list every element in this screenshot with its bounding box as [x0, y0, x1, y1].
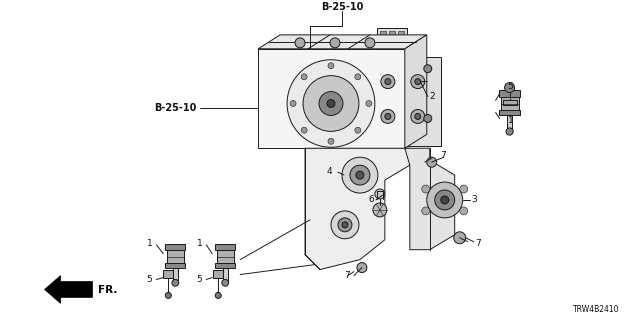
Bar	[163, 269, 173, 277]
Circle shape	[504, 83, 515, 92]
Circle shape	[222, 279, 228, 286]
Circle shape	[381, 109, 395, 124]
Circle shape	[330, 38, 340, 48]
Circle shape	[350, 165, 370, 185]
Circle shape	[342, 157, 378, 193]
Bar	[380, 31, 386, 39]
Text: FR.: FR.	[99, 285, 118, 295]
Circle shape	[338, 218, 352, 232]
Circle shape	[441, 196, 449, 204]
Circle shape	[454, 232, 466, 244]
Circle shape	[331, 211, 359, 239]
Circle shape	[427, 182, 463, 218]
Text: 3: 3	[472, 196, 477, 204]
Circle shape	[287, 60, 375, 147]
Text: 5: 5	[147, 275, 152, 284]
Bar	[223, 268, 228, 283]
Circle shape	[301, 74, 307, 80]
Circle shape	[357, 263, 367, 273]
Circle shape	[422, 207, 429, 215]
Text: 7: 7	[476, 239, 481, 248]
Circle shape	[435, 190, 454, 210]
Circle shape	[355, 74, 361, 80]
Circle shape	[460, 185, 468, 193]
Polygon shape	[45, 276, 93, 303]
Bar	[213, 269, 223, 277]
Text: TRW4B2410: TRW4B2410	[573, 305, 620, 314]
Polygon shape	[258, 35, 427, 49]
Bar	[165, 244, 186, 250]
Polygon shape	[305, 148, 410, 269]
Circle shape	[506, 128, 513, 135]
Circle shape	[290, 100, 296, 107]
Bar	[398, 31, 404, 39]
Polygon shape	[258, 49, 405, 148]
Text: 4: 4	[326, 167, 332, 176]
Circle shape	[411, 75, 425, 89]
Circle shape	[366, 100, 372, 107]
Bar	[173, 268, 178, 283]
Text: B-25-10: B-25-10	[154, 103, 196, 114]
Circle shape	[301, 127, 307, 133]
Circle shape	[427, 157, 436, 167]
Text: 1: 1	[147, 239, 152, 248]
Circle shape	[385, 114, 391, 119]
Bar	[500, 97, 518, 111]
Bar	[215, 244, 236, 250]
Bar	[499, 90, 520, 97]
Circle shape	[328, 63, 334, 69]
Circle shape	[355, 127, 361, 133]
Circle shape	[415, 79, 420, 84]
Bar	[499, 110, 520, 116]
Text: 5: 5	[196, 275, 202, 284]
Circle shape	[342, 222, 348, 228]
Circle shape	[319, 92, 343, 116]
Text: 1: 1	[196, 239, 202, 248]
Circle shape	[215, 292, 221, 299]
Bar	[507, 116, 512, 132]
Circle shape	[327, 100, 335, 108]
Circle shape	[328, 138, 334, 144]
Bar	[165, 262, 186, 268]
Circle shape	[422, 185, 429, 193]
Circle shape	[460, 207, 468, 215]
Text: 7: 7	[440, 151, 445, 160]
Text: 1: 1	[508, 116, 513, 125]
Bar	[215, 262, 236, 268]
Bar	[217, 250, 234, 263]
Circle shape	[365, 38, 375, 48]
Text: 7: 7	[344, 271, 349, 280]
Circle shape	[411, 109, 425, 124]
Circle shape	[385, 79, 391, 84]
Circle shape	[424, 65, 432, 73]
Bar	[373, 57, 441, 146]
Circle shape	[415, 114, 420, 119]
Circle shape	[165, 292, 172, 299]
Bar	[377, 28, 407, 42]
Circle shape	[424, 115, 432, 123]
Text: 5: 5	[508, 82, 513, 91]
Circle shape	[356, 171, 364, 179]
Circle shape	[375, 189, 385, 199]
Polygon shape	[405, 148, 454, 250]
Circle shape	[303, 76, 359, 131]
Text: 2: 2	[430, 92, 435, 101]
Circle shape	[295, 38, 305, 48]
Polygon shape	[405, 35, 427, 148]
Bar	[167, 250, 184, 263]
Bar	[389, 31, 395, 39]
Text: B-25-10: B-25-10	[321, 2, 363, 12]
Circle shape	[373, 203, 387, 217]
Circle shape	[381, 75, 395, 89]
Text: 6: 6	[368, 196, 374, 204]
Circle shape	[172, 279, 179, 286]
Bar	[502, 100, 516, 106]
